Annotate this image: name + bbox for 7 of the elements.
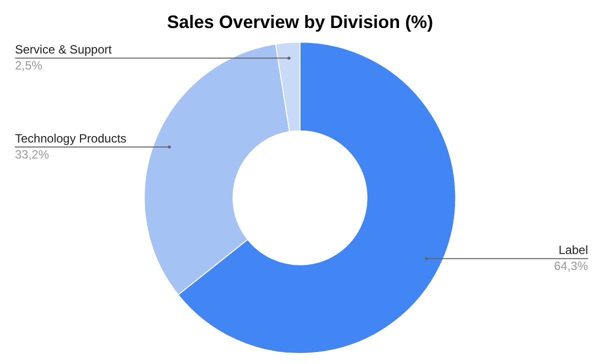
data-label: 33,2%	[15, 147, 50, 162]
data-label: 64,3%	[554, 258, 588, 273]
slice-label: Service & Support	[15, 42, 112, 56]
data-label: 2,5%	[15, 58, 43, 72]
slice-label: Label	[558, 242, 588, 257]
slice-label: Technology Products	[15, 131, 126, 146]
chart-title: Sales Overview by Division (%)	[166, 12, 434, 32]
